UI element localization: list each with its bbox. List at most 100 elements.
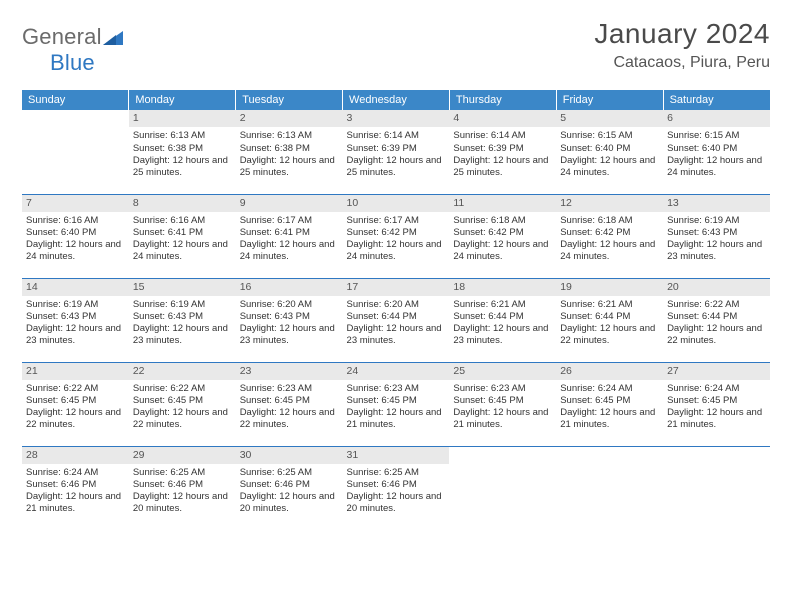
day-number: 30	[236, 447, 343, 464]
calendar-cell: 10Sunrise: 6:17 AMSunset: 6:42 PMDayligh…	[343, 194, 450, 278]
daylight-line: Daylight: 12 hours and 23 minutes.	[347, 323, 446, 347]
day-number: 20	[663, 279, 770, 296]
sunset-line: Sunset: 6:40 PM	[26, 227, 125, 239]
calendar-row: 14Sunrise: 6:19 AMSunset: 6:43 PMDayligh…	[22, 278, 770, 362]
day-info: Sunrise: 6:17 AMSunset: 6:41 PMDaylight:…	[240, 215, 339, 264]
daylight-line: Daylight: 12 hours and 22 minutes.	[26, 407, 125, 431]
sunrise-line: Sunrise: 6:15 AM	[667, 130, 766, 142]
sunset-line: Sunset: 6:43 PM	[240, 311, 339, 323]
calendar-cell: 13Sunrise: 6:19 AMSunset: 6:43 PMDayligh…	[663, 194, 770, 278]
day-info: Sunrise: 6:24 AMSunset: 6:46 PMDaylight:…	[26, 467, 125, 516]
sunrise-line: Sunrise: 6:20 AM	[347, 299, 446, 311]
month-title: January 2024	[594, 18, 770, 50]
sunset-line: Sunset: 6:46 PM	[240, 479, 339, 491]
day-info: Sunrise: 6:22 AMSunset: 6:44 PMDaylight:…	[667, 299, 766, 348]
sunset-line: Sunset: 6:38 PM	[240, 143, 339, 155]
day-number: 13	[663, 195, 770, 212]
sunset-line: Sunset: 6:45 PM	[26, 395, 125, 407]
day-number: 5	[556, 110, 663, 127]
sunrise-line: Sunrise: 6:19 AM	[133, 299, 232, 311]
calendar-row: 28Sunrise: 6:24 AMSunset: 6:46 PMDayligh…	[22, 446, 770, 530]
weekday-header: Sunday	[22, 90, 129, 110]
sunrise-line: Sunrise: 6:25 AM	[240, 467, 339, 479]
sunrise-line: Sunrise: 6:18 AM	[453, 215, 552, 227]
weekday-header: Monday	[129, 90, 236, 110]
sunset-line: Sunset: 6:44 PM	[667, 311, 766, 323]
day-number: 26	[556, 363, 663, 380]
day-info: Sunrise: 6:20 AMSunset: 6:44 PMDaylight:…	[347, 299, 446, 348]
day-info: Sunrise: 6:13 AMSunset: 6:38 PMDaylight:…	[133, 130, 232, 179]
sunset-line: Sunset: 6:46 PM	[133, 479, 232, 491]
day-number: 3	[343, 110, 450, 127]
day-info: Sunrise: 6:21 AMSunset: 6:44 PMDaylight:…	[453, 299, 552, 348]
calendar-cell	[22, 110, 129, 194]
sunset-line: Sunset: 6:44 PM	[453, 311, 552, 323]
brand-part2: Blue	[50, 50, 95, 75]
weekday-header: Tuesday	[236, 90, 343, 110]
day-number: 2	[236, 110, 343, 127]
day-number: 18	[449, 279, 556, 296]
day-info: Sunrise: 6:21 AMSunset: 6:44 PMDaylight:…	[560, 299, 659, 348]
day-number: 31	[343, 447, 450, 464]
day-info: Sunrise: 6:24 AMSunset: 6:45 PMDaylight:…	[560, 383, 659, 432]
weekday-header-row: Sunday Monday Tuesday Wednesday Thursday…	[22, 90, 770, 110]
sunrise-line: Sunrise: 6:22 AM	[133, 383, 232, 395]
sunset-line: Sunset: 6:46 PM	[26, 479, 125, 491]
day-info: Sunrise: 6:18 AMSunset: 6:42 PMDaylight:…	[560, 215, 659, 264]
sunrise-line: Sunrise: 6:14 AM	[453, 130, 552, 142]
sunset-line: Sunset: 6:38 PM	[133, 143, 232, 155]
brand-mark-icon	[102, 26, 124, 44]
day-info: Sunrise: 6:23 AMSunset: 6:45 PMDaylight:…	[453, 383, 552, 432]
calendar-cell: 5 Sunrise: 6:15 AMSunset: 6:40 PMDaylight…	[556, 110, 663, 194]
sunrise-line: Sunrise: 6:16 AM	[26, 215, 125, 227]
day-number: 8	[129, 195, 236, 212]
calendar-cell: 4Sunrise: 6:14 AMSunset: 6:39 PMDaylight…	[449, 110, 556, 194]
sunset-line: Sunset: 6:40 PM	[667, 143, 766, 155]
daylight-line: Daylight: 12 hours and 20 minutes.	[133, 491, 232, 515]
day-number: 28	[22, 447, 129, 464]
daylight-line: Daylight: 12 hours and 21 minutes.	[26, 491, 125, 515]
day-info: Sunrise: 6:14 AMSunset: 6:39 PMDaylight:…	[347, 130, 446, 179]
day-info: Sunrise: 6:14 AMSunset: 6:39 PMDaylight:…	[453, 130, 552, 179]
daylight-line: Daylight: 12 hours and 25 minutes.	[453, 155, 552, 179]
daylight-line: Daylight: 12 hours and 24 minutes.	[133, 239, 232, 263]
sunrise-line: Sunrise: 6:21 AM	[560, 299, 659, 311]
calendar-cell: 6 Sunrise: 6:15 AMSunset: 6:40 PMDaylight…	[663, 110, 770, 194]
calendar-cell	[449, 446, 556, 530]
sunset-line: Sunset: 6:40 PM	[560, 143, 659, 155]
sunrise-line: Sunrise: 6:23 AM	[453, 383, 552, 395]
calendar-cell: 18 Sunrise: 6:21 AMSunset: 6:44 PMDayligh…	[449, 278, 556, 362]
daylight-line: Daylight: 12 hours and 24 minutes.	[347, 239, 446, 263]
day-info: Sunrise: 6:15 AMSunset: 6:40 PMDaylight:…	[560, 130, 659, 179]
day-info: Sunrise: 6:16 AMSunset: 6:40 PMDaylight:…	[26, 215, 125, 264]
calendar-cell: 2 Sunrise: 6:13 AMSunset: 6:38 PMDaylight…	[236, 110, 343, 194]
calendar-cell: 21Sunrise: 6:22 AMSunset: 6:45 PMDayligh…	[22, 362, 129, 446]
sunrise-line: Sunrise: 6:19 AM	[667, 215, 766, 227]
day-info: Sunrise: 6:19 AMSunset: 6:43 PMDaylight:…	[133, 299, 232, 348]
sunrise-line: Sunrise: 6:18 AM	[560, 215, 659, 227]
day-info: Sunrise: 6:15 AMSunset: 6:40 PMDaylight:…	[667, 130, 766, 179]
calendar-cell: 8 Sunrise: 6:16 AMSunset: 6:41 PMDaylight…	[129, 194, 236, 278]
sunrise-line: Sunrise: 6:21 AM	[453, 299, 552, 311]
day-number: 16	[236, 279, 343, 296]
sunrise-line: Sunrise: 6:20 AM	[240, 299, 339, 311]
daylight-line: Daylight: 12 hours and 20 minutes.	[240, 491, 339, 515]
day-number: 9	[236, 195, 343, 212]
day-number: 14	[22, 279, 129, 296]
weekday-header: Wednesday	[343, 90, 450, 110]
calendar-cell: 17Sunrise: 6:20 AMSunset: 6:44 PMDayligh…	[343, 278, 450, 362]
day-number: 6	[663, 110, 770, 127]
day-info: Sunrise: 6:16 AMSunset: 6:41 PMDaylight:…	[133, 215, 232, 264]
sunset-line: Sunset: 6:43 PM	[133, 311, 232, 323]
sunrise-line: Sunrise: 6:22 AM	[667, 299, 766, 311]
sunset-line: Sunset: 6:45 PM	[240, 395, 339, 407]
daylight-line: Daylight: 12 hours and 21 minutes.	[453, 407, 552, 431]
day-number: 7	[22, 195, 129, 212]
day-number: 21	[22, 363, 129, 380]
sunrise-line: Sunrise: 6:24 AM	[26, 467, 125, 479]
daylight-line: Daylight: 12 hours and 24 minutes.	[453, 239, 552, 263]
sunset-line: Sunset: 6:41 PM	[240, 227, 339, 239]
calendar-cell: 19Sunrise: 6:21 AMSunset: 6:44 PMDayligh…	[556, 278, 663, 362]
sunset-line: Sunset: 6:45 PM	[560, 395, 659, 407]
day-info: Sunrise: 6:13 AMSunset: 6:38 PMDaylight:…	[240, 130, 339, 179]
